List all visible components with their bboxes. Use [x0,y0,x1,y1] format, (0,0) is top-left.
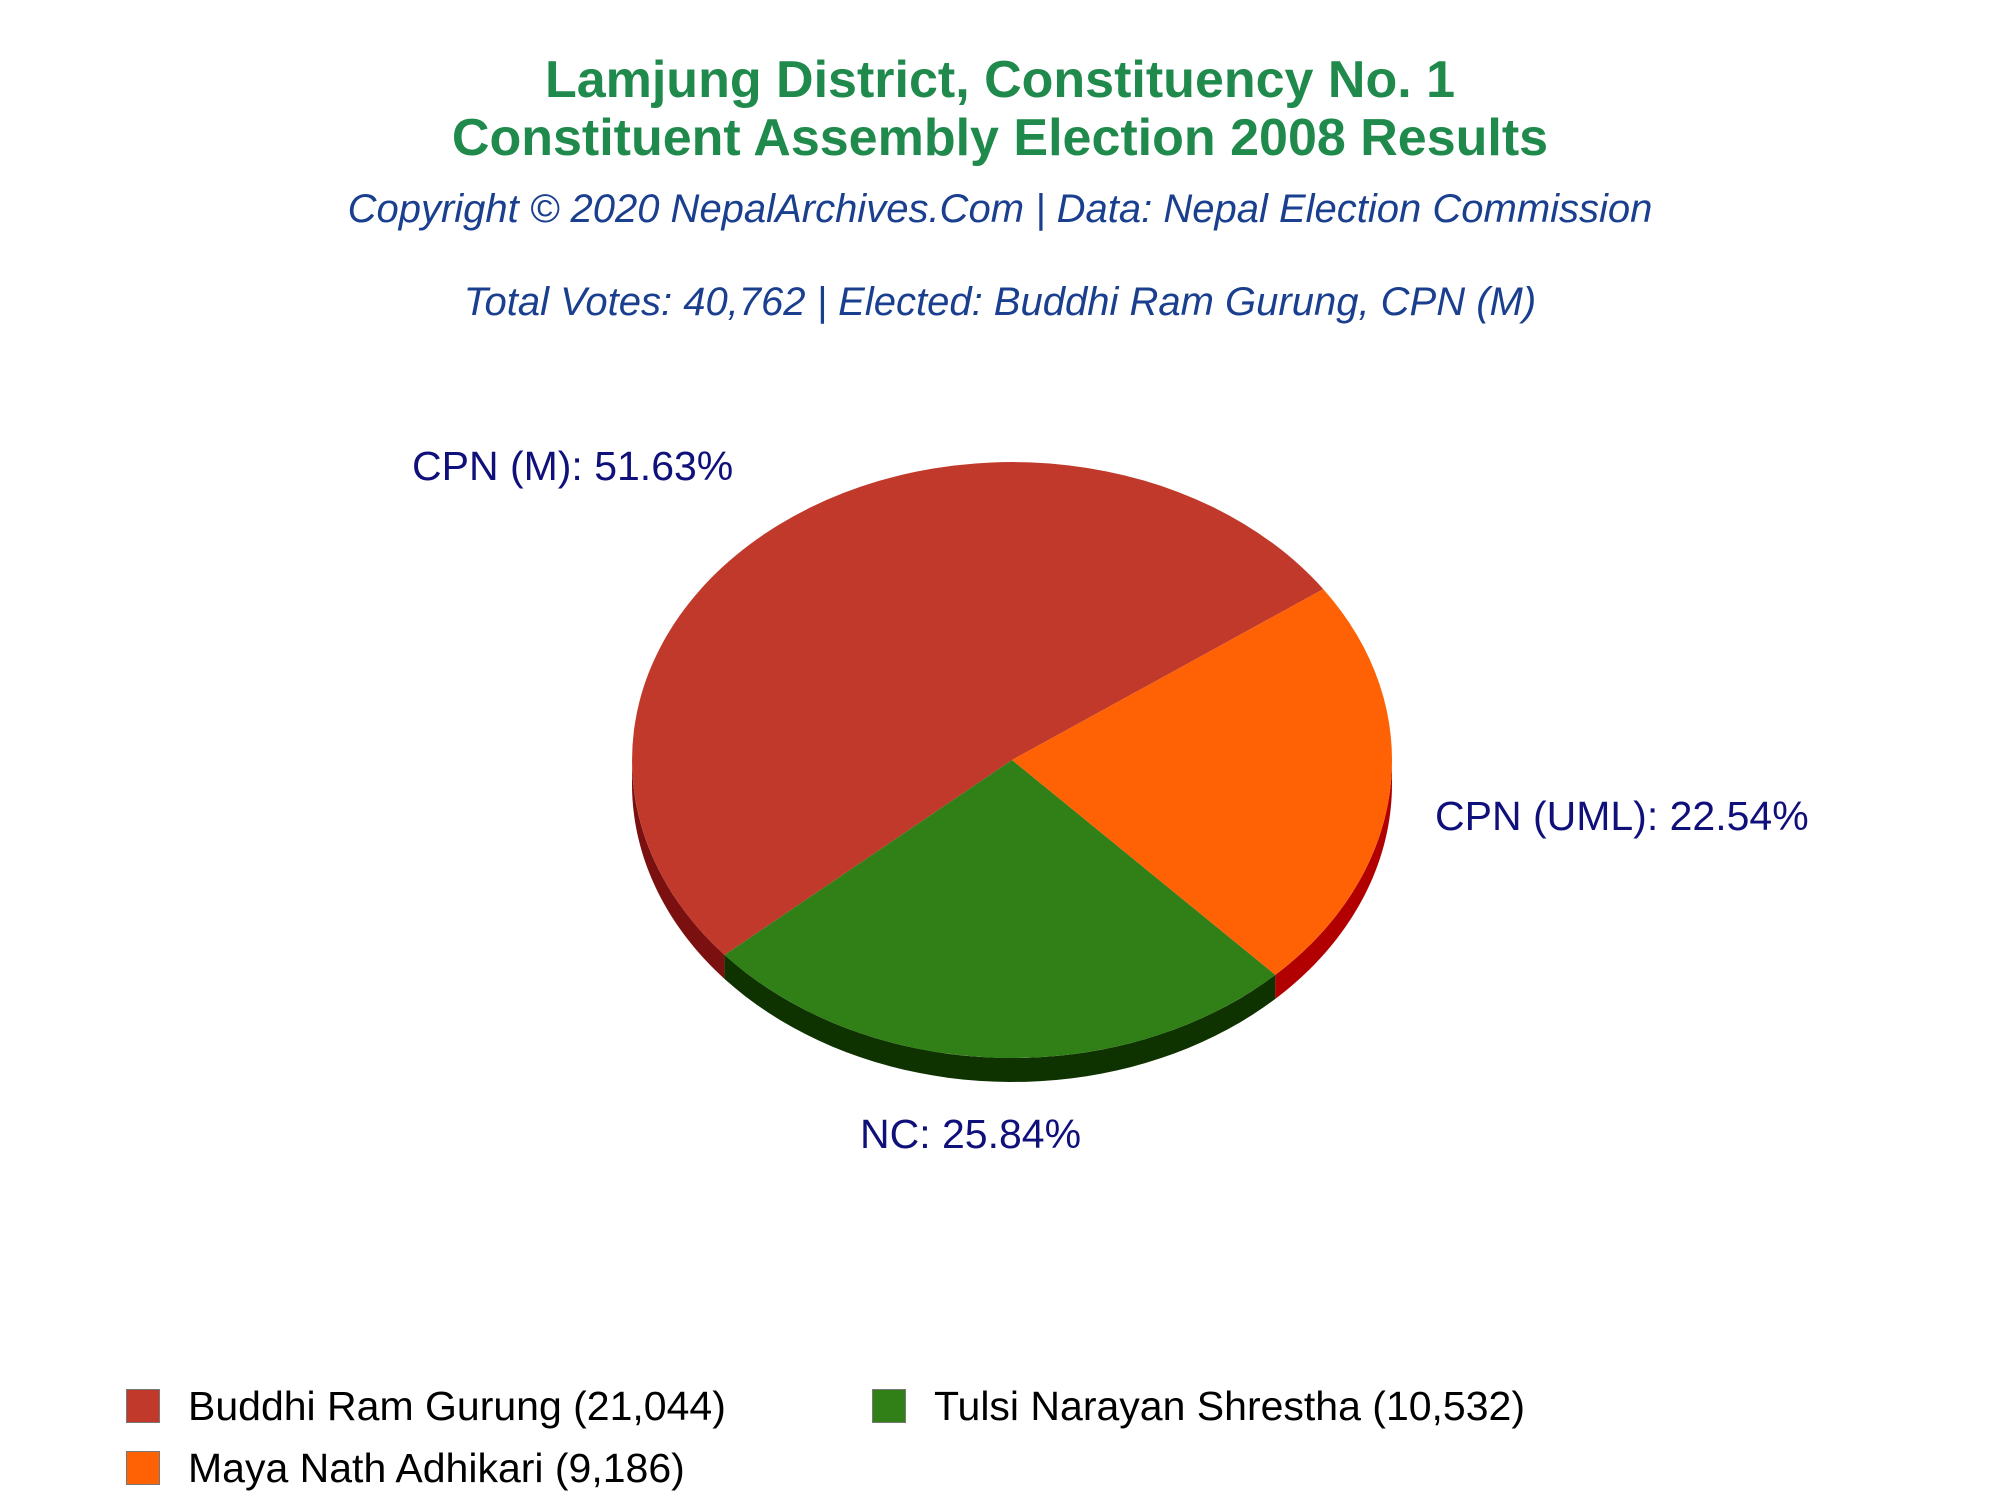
pie-slice-cpn-uml [1012,589,1393,975]
legend-label: Buddhi Ram Gurung (21,044) [188,1382,726,1429]
slice-label-nc: NC: 25.84% [860,1111,1081,1157]
pie-side-cpn-m [632,760,725,979]
pie-side-cpn-uml [1275,760,1392,999]
legend-swatch [872,1389,906,1423]
pie-labels-layer: CPN (M): 51.63% NC: 25.84% CPN (UML): 22.5… [412,443,1809,1157]
legend-label: Maya Nath Adhikari (9,186) [188,1444,685,1491]
chart-title-line-1: Lamjung District, Constituency No. 1 [544,51,1456,109]
legend-item: Tulsi Narayan Shrestha (10,532) [872,1382,1525,1430]
pie-slice-cpn-m [632,462,1324,955]
pie-depth-layer [632,760,1392,1082]
pie-side-nc [724,954,1276,1082]
slice-label-cpn-m: CPN (M): 51.63% [412,443,733,489]
legend-item: Buddhi Ram Gurung (21,044) [126,1382,726,1430]
pie-slice-nc [724,760,1276,1059]
legend-label: Tulsi Narayan Shrestha (10,532) [934,1382,1525,1429]
legend-swatch [126,1389,160,1423]
legend-swatch [126,1451,160,1485]
pie-top-layer [632,462,1393,1059]
chart-title-line-2: Constituent Assembly Election 2008 Resul… [451,109,1549,167]
legend-item: Maya Nath Adhikari (9,186) [126,1444,685,1492]
chart-subtitle-copyright: Copyright © 2020 NepalArchives.Com | Dat… [347,187,1653,231]
chart-subtitle-totals: Total Votes: 40,762 | Elected: Buddhi Ra… [463,280,1537,324]
slice-label-cpn-uml: CPN (UML): 22.54% [1435,793,1809,839]
